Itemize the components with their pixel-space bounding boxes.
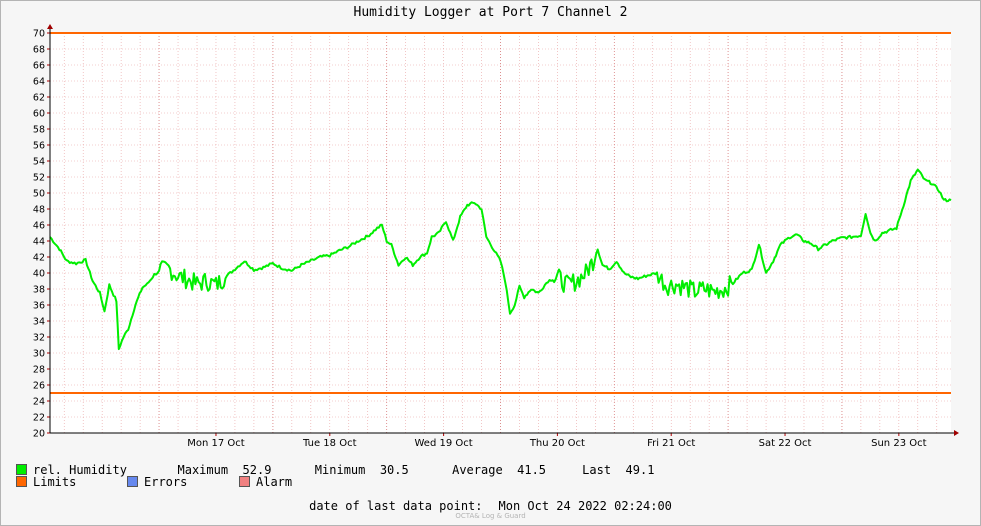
- y-tick-label: 56: [33, 141, 45, 152]
- y-tick-label: 24: [33, 397, 45, 408]
- x-tick-label: Fri 21 Oct: [647, 438, 695, 449]
- x-tick-label: Thu 20 Oct: [529, 438, 585, 449]
- y-tick-label: 64: [33, 77, 45, 88]
- y-tick-label: 40: [33, 269, 45, 280]
- y-tick-label: 52: [33, 173, 45, 184]
- y-tick-label: 70: [33, 29, 45, 40]
- x-axis-arrow: [954, 430, 959, 436]
- stat-max-label: Maximum: [177, 463, 229, 477]
- stat-max-value: 52.9: [242, 463, 272, 477]
- stat-last-value: 49.1: [625, 463, 655, 477]
- y-tick-label: 60: [33, 109, 45, 120]
- y-tick-label: 44: [33, 237, 45, 248]
- legend-row-humidity: rel. Humidity Maximum 52.9 Minimum 30.5 …: [16, 463, 654, 477]
- legend-row-limits: Limits: [16, 475, 76, 489]
- y-tick-label: 36: [33, 301, 45, 312]
- x-tick-label: Sat 22 Oct: [759, 438, 812, 449]
- stat-min-value: 30.5: [379, 463, 409, 477]
- legend-label-limits: Limits: [33, 475, 77, 489]
- y-tick-label: 50: [33, 189, 45, 200]
- legend-swatch-humidity: [16, 464, 27, 475]
- stat-avg-value: 41.5: [517, 463, 547, 477]
- y-tick-label: 28: [33, 365, 45, 376]
- legend-row-alarm: Alarm: [239, 475, 292, 489]
- legend-label-humidity: rel. Humidity: [33, 463, 127, 477]
- stat-avg-label: Average: [452, 463, 503, 477]
- series-line-humidity: [49, 168, 952, 351]
- x-tick-label: Wed 19 Oct: [415, 438, 473, 449]
- y-tick-label: 22: [33, 413, 45, 424]
- y-tick-label: 26: [33, 381, 45, 392]
- legend-swatch-limits: [16, 476, 27, 487]
- x-tick-label: Mon 17 Oct: [187, 438, 245, 449]
- y-tick-label: 20: [33, 429, 45, 440]
- stat-last-label: Last: [582, 463, 612, 477]
- legend-row-errors: Errors: [127, 475, 187, 489]
- last-data-point-value: Mon Oct 24 2022 02:24:00: [498, 499, 672, 513]
- y-tick-label: 46: [33, 221, 45, 232]
- chart-title: Humidity Logger at Port 7 Channel 2: [353, 5, 628, 20]
- y-tick-label: 62: [33, 93, 45, 104]
- y-tick-label: 68: [33, 45, 45, 56]
- last-data-point-label: date of last data point:: [309, 499, 483, 513]
- y-tick-label: 48: [33, 205, 45, 216]
- y-tick-label: 54: [33, 157, 45, 168]
- legend-label-errors: Errors: [144, 475, 188, 489]
- last-data-point: date of last data point: Mon Oct 24 2022 …: [0, 499, 981, 513]
- legend-label-alarm: Alarm: [256, 475, 293, 489]
- legend-swatch-errors: [127, 476, 138, 487]
- legend-swatch-alarm: [239, 476, 250, 487]
- y-tick-label: 58: [33, 125, 45, 136]
- y-tick-label: 42: [33, 253, 45, 264]
- y-axis-arrow: [47, 24, 53, 29]
- y-tick-label: 66: [33, 61, 45, 72]
- x-tick-label: Sun 23 Oct: [871, 438, 926, 449]
- y-tick-label: 30: [33, 349, 45, 360]
- watermark: OCTA& Log & Guard: [455, 512, 526, 520]
- y-tick-label: 32: [33, 333, 45, 344]
- y-tick-label: 34: [33, 317, 45, 328]
- y-tick-label: 38: [33, 285, 45, 296]
- stat-min-label: Minimum: [314, 463, 366, 477]
- x-tick-label: Tue 18 Oct: [302, 438, 357, 449]
